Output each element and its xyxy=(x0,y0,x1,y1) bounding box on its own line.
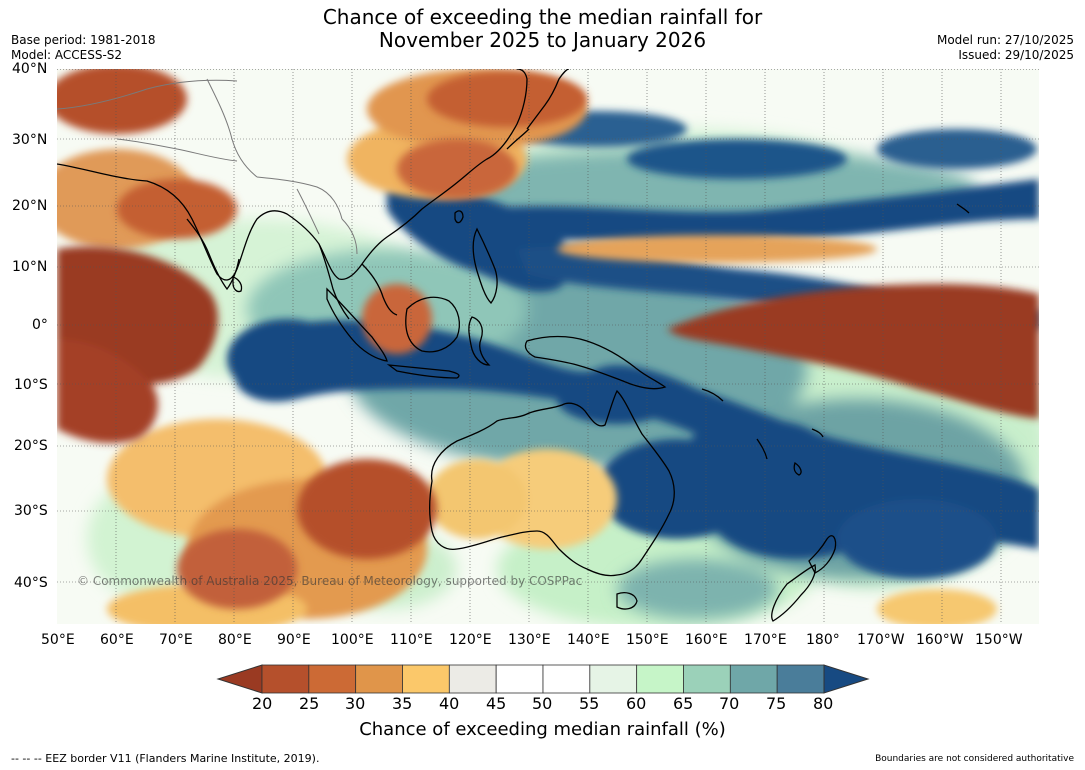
lon-label: 140°E xyxy=(567,632,610,648)
colorbar xyxy=(216,664,870,694)
colorbar-cell xyxy=(448,664,497,694)
colorbar-cell xyxy=(683,664,731,694)
colorbar-tick: 20 xyxy=(252,694,273,713)
model-run: Model run: 27/10/2025 xyxy=(936,33,1074,47)
colorbar-cell xyxy=(729,664,778,694)
lon-label: 180° xyxy=(806,632,840,648)
issued-date: Issued: 29/10/2025 xyxy=(958,48,1074,62)
lon-label: 90°E xyxy=(277,632,311,648)
lon-label: 130°E xyxy=(508,632,551,648)
colorbar-cell xyxy=(776,664,825,694)
new-caledonia-outline xyxy=(811,428,824,438)
colorbar-tick: 45 xyxy=(486,694,507,713)
lat-label: 40°N xyxy=(12,61,48,77)
colorbar-cell xyxy=(402,664,450,694)
philippines-outline xyxy=(472,227,498,304)
borneo-outline xyxy=(405,296,460,353)
lon-label: 150°E xyxy=(626,632,669,648)
lon-label: 50°E xyxy=(41,632,75,648)
lon-label: 120°E xyxy=(449,632,492,648)
japan-outline xyxy=(526,69,570,130)
japan-south-outline xyxy=(506,128,530,150)
hawaii-outline xyxy=(956,203,970,214)
solomon-islands-outline xyxy=(701,388,724,402)
model-name: Model: ACCESS-S2 xyxy=(11,48,123,62)
nz-south-island-outline xyxy=(771,564,817,622)
coastlines xyxy=(57,69,970,622)
colorbar-tick: 75 xyxy=(766,694,787,713)
colorbar-tick: 30 xyxy=(345,694,366,713)
colorbar-tick: 80 xyxy=(813,694,834,713)
lon-label: 70°E xyxy=(159,632,193,648)
new-guinea-outline xyxy=(524,335,667,390)
colorbar-extension-high xyxy=(823,664,870,694)
rainfall-field-dry-dark xyxy=(57,69,1039,609)
lat-label: 10°N xyxy=(12,259,48,275)
base-period: Base period: 1981-2018 xyxy=(11,33,156,47)
lon-label: 60°E xyxy=(100,632,134,648)
colorbar-tick: 55 xyxy=(579,694,600,713)
colorbar-tick: 50 xyxy=(532,694,553,713)
colorbar-cell xyxy=(308,664,357,694)
indochina-coast xyxy=(361,263,398,316)
vanuatu-outline xyxy=(756,438,768,460)
fiji-outline xyxy=(793,461,802,476)
colorbar-tick: 70 xyxy=(719,694,740,713)
colorbar-extension-low xyxy=(216,664,263,694)
colorbar-tick: 35 xyxy=(392,694,413,713)
lat-label: 0° xyxy=(32,317,48,333)
lat-label: 30°N xyxy=(12,132,48,148)
lon-label: 160°E xyxy=(685,632,728,648)
eez-note: -- -- -- EEZ border V11 (Flanders Marine… xyxy=(11,752,320,765)
lon-label: 80°E xyxy=(218,632,252,648)
lat-label: 30°S xyxy=(14,503,48,519)
copyright-notice: © Commonwealth of Australia 2025, Bureau… xyxy=(77,574,582,588)
colorbar-tick: 60 xyxy=(626,694,647,713)
boundaries-note: Boundaries are not considered authoritat… xyxy=(875,754,1074,764)
rainfall-map: © Commonwealth of Australia 2025, Bureau… xyxy=(57,69,1039,624)
asia-coast xyxy=(57,69,528,281)
lat-label: 10°S xyxy=(14,377,48,393)
sri-lanka-outline xyxy=(232,276,243,293)
colorbar-caption: Chance of exceeding median rainfall (%) xyxy=(359,719,726,740)
chart-title-line2: November 2025 to January 2026 xyxy=(378,28,707,52)
lon-label: 160°W xyxy=(916,632,964,648)
lat-label: 20°N xyxy=(12,198,48,214)
lat-label: 40°S xyxy=(14,575,48,591)
lon-label: 170°E xyxy=(744,632,787,648)
sumatra-outline xyxy=(326,287,388,362)
colorbar-cell xyxy=(355,664,403,694)
india-coast xyxy=(186,218,240,291)
colorbar-cell xyxy=(261,664,310,694)
sulawesi-outline xyxy=(468,316,491,366)
colorbar-tick: 40 xyxy=(439,694,460,713)
lat-label: 20°S xyxy=(14,438,48,454)
lon-label: 170°W xyxy=(857,632,905,648)
tasmania-outline xyxy=(616,592,638,610)
country-borders xyxy=(57,78,358,255)
lon-label: 150°W xyxy=(975,632,1023,648)
colorbar-tick: 25 xyxy=(299,694,320,713)
lon-label: 100°E xyxy=(331,632,374,648)
australia-outline xyxy=(429,389,675,577)
nz-north-island-outline xyxy=(808,535,837,574)
colorbar-cell xyxy=(495,664,544,694)
java-outline xyxy=(386,364,460,379)
taiwan-outline xyxy=(454,210,464,224)
colorbar-cell xyxy=(636,664,684,694)
chart-title-line1: Chance of exceeding the median rainfall … xyxy=(322,5,763,29)
colorbar-cells xyxy=(261,664,825,694)
colorbar-tick: 65 xyxy=(673,694,694,713)
colorbar-cell xyxy=(542,664,591,694)
colorbar-cell xyxy=(589,664,638,694)
malay-peninsula-coast xyxy=(318,243,350,320)
lon-label: 110°E xyxy=(390,632,433,648)
